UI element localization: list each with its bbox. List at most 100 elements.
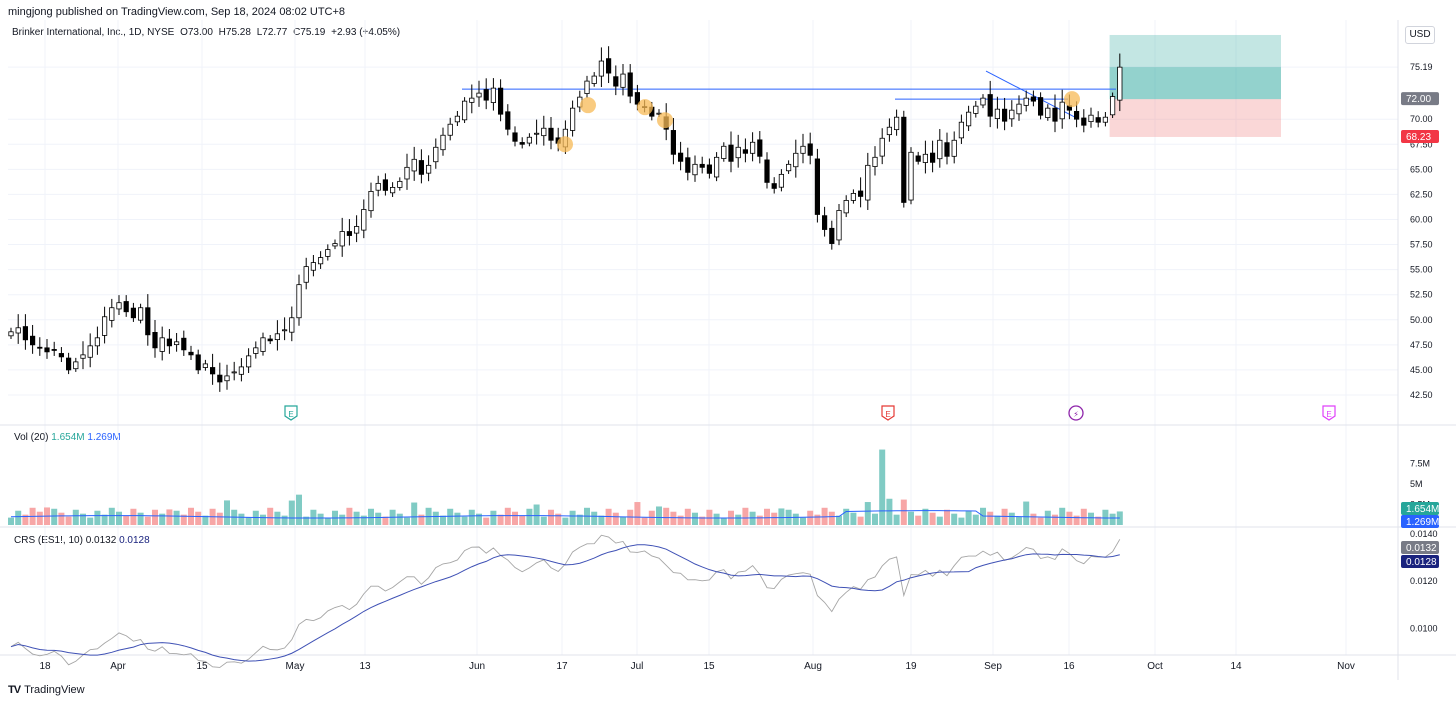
candle-body: [1081, 117, 1087, 126]
candle-body: [548, 127, 554, 141]
volume-bar: [152, 509, 158, 525]
volume-indicator-name[interactable]: Vol (20): [14, 432, 49, 443]
volume-bar: [432, 511, 439, 525]
volume-bar: [778, 508, 785, 525]
volume-value: 1.654M: [51, 432, 85, 443]
volume-legend: Vol (20) 1.654M 1.269M: [14, 432, 121, 443]
volume-bar: [461, 516, 468, 525]
volume-bar: [166, 509, 173, 525]
candle-body: [742, 149, 749, 154]
volume-bar: [526, 508, 533, 525]
candle-body: [483, 89, 489, 101]
open-value: O73.00: [180, 27, 213, 38]
event-label: E: [885, 410, 890, 419]
candle-body: [728, 144, 734, 162]
volume-bar: [706, 509, 713, 525]
candle-body: [642, 106, 648, 108]
candle-body: [332, 243, 338, 247]
candle-body: [469, 97, 475, 103]
volume-bar: [756, 515, 763, 525]
volume-bar: [22, 514, 29, 525]
volume-bar: [893, 514, 900, 525]
dividend-marker: ⚡: [1068, 405, 1084, 421]
volume-bar: [1066, 511, 1073, 525]
candle-body: [339, 231, 345, 247]
volume-bar: [296, 494, 302, 525]
candle-body: [850, 193, 857, 201]
volume-bar: [476, 513, 482, 525]
volume-bar: [648, 510, 655, 525]
time-axis: 18 Apr 15 May 13 Jun 17 Jul 15 Aug 19 Sep 16 Oct 14 Nov: [39, 661, 1354, 672]
candle-body: [368, 191, 374, 212]
crs-tick-label: 0.0100: [1410, 624, 1438, 634]
volume-bar: [216, 512, 223, 525]
volume-ma-line: [10, 510, 1120, 519]
tradingview-brand: TV TradingView: [8, 684, 85, 696]
volume-bar: [843, 508, 850, 525]
entry-price-label-bg: [1401, 92, 1439, 106]
currency-button[interactable]: USD: [1405, 26, 1435, 44]
volume-bar: [425, 507, 432, 525]
time-tick-label: 16: [1063, 661, 1075, 672]
candle-body: [37, 346, 43, 349]
candle-body: [879, 137, 885, 157]
candle-body: [58, 353, 65, 358]
candle-body: [389, 186, 396, 194]
price-tick-label: 42.50: [1410, 390, 1433, 400]
entry-price-label: 72.00: [1406, 94, 1431, 105]
candle-body: [80, 354, 86, 359]
candle-body: [1110, 96, 1116, 116]
candle-body: [858, 190, 864, 197]
candle-body: [22, 326, 29, 341]
symbol-name[interactable]: Brinker International, Inc., 1D, NYSE: [12, 27, 175, 38]
volume-bar: [886, 498, 893, 525]
candle-body: [94, 337, 100, 347]
candle-body: [1102, 116, 1108, 123]
volume-bar: [821, 507, 828, 525]
pattern-marker: [580, 97, 596, 114]
candle-body: [807, 143, 813, 156]
candle-body: [303, 266, 309, 283]
candle-body: [15, 327, 21, 334]
time-tick-label: Sep: [984, 661, 1002, 672]
volume-bar: [692, 512, 698, 525]
crs-ma-line: [10, 544, 1120, 662]
candle-body: [209, 367, 216, 375]
price-tick-label: 62.50: [1410, 189, 1433, 199]
stop-price-label: 68.23: [1406, 132, 1431, 143]
volume-bar: [584, 507, 590, 525]
candle-body: [829, 227, 835, 244]
crs-indicator-name[interactable]: CRS (ES1!, 10): [14, 535, 83, 546]
volume-bar: [850, 512, 857, 525]
time-tick-label: 13: [359, 661, 371, 672]
volume-bar: [764, 508, 770, 525]
price-tick-label: 47.50: [1410, 340, 1433, 350]
volume-bar: [339, 514, 346, 525]
level-lines: [462, 70, 1116, 118]
candle-body: [1074, 110, 1080, 120]
price-tick-label: 60.00: [1410, 214, 1433, 224]
volume-bar: [965, 510, 972, 525]
candle-body: [231, 371, 237, 374]
candle-body: [872, 156, 878, 167]
candle-body: [361, 209, 367, 231]
time-tick-label: May: [286, 661, 305, 672]
volume-bar: [562, 517, 569, 525]
volume-bar: [468, 509, 475, 525]
volume-bar: [87, 517, 94, 525]
candle-body: [66, 357, 72, 371]
candles: [8, 46, 1123, 392]
time-tick-label: Aug: [804, 661, 822, 672]
volume-bar: [576, 514, 583, 525]
candle-body: [353, 226, 360, 234]
candle-body: [526, 136, 533, 144]
volume-bar: [807, 510, 814, 525]
event-label: E: [1326, 410, 1331, 419]
candle-body: [137, 307, 144, 321]
volume-bar: [123, 515, 130, 525]
stop-price-label-bg: [1401, 129, 1439, 143]
time-tick-label: 15: [196, 661, 208, 672]
candle-body: [534, 132, 540, 135]
candle-body: [966, 111, 972, 127]
